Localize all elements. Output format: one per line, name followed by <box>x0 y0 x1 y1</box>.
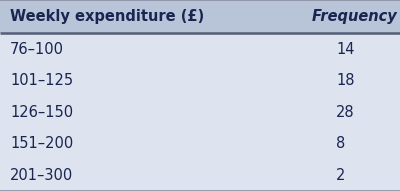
Text: 28: 28 <box>336 105 355 120</box>
Text: 101–125: 101–125 <box>10 73 73 88</box>
Bar <box>0 0 400 33</box>
Bar <box>0 33 400 191</box>
Text: 201–300: 201–300 <box>10 168 73 183</box>
Text: 126–150: 126–150 <box>10 105 73 120</box>
Text: 151–200: 151–200 <box>10 136 73 151</box>
Text: 14: 14 <box>336 42 354 57</box>
Text: 8: 8 <box>336 136 345 151</box>
Text: Weekly expenditure (£): Weekly expenditure (£) <box>10 9 204 24</box>
Text: 2: 2 <box>336 168 345 183</box>
Text: Frequency (f): Frequency (f) <box>312 9 400 24</box>
Text: 76–100: 76–100 <box>10 42 64 57</box>
Text: 18: 18 <box>336 73 354 88</box>
